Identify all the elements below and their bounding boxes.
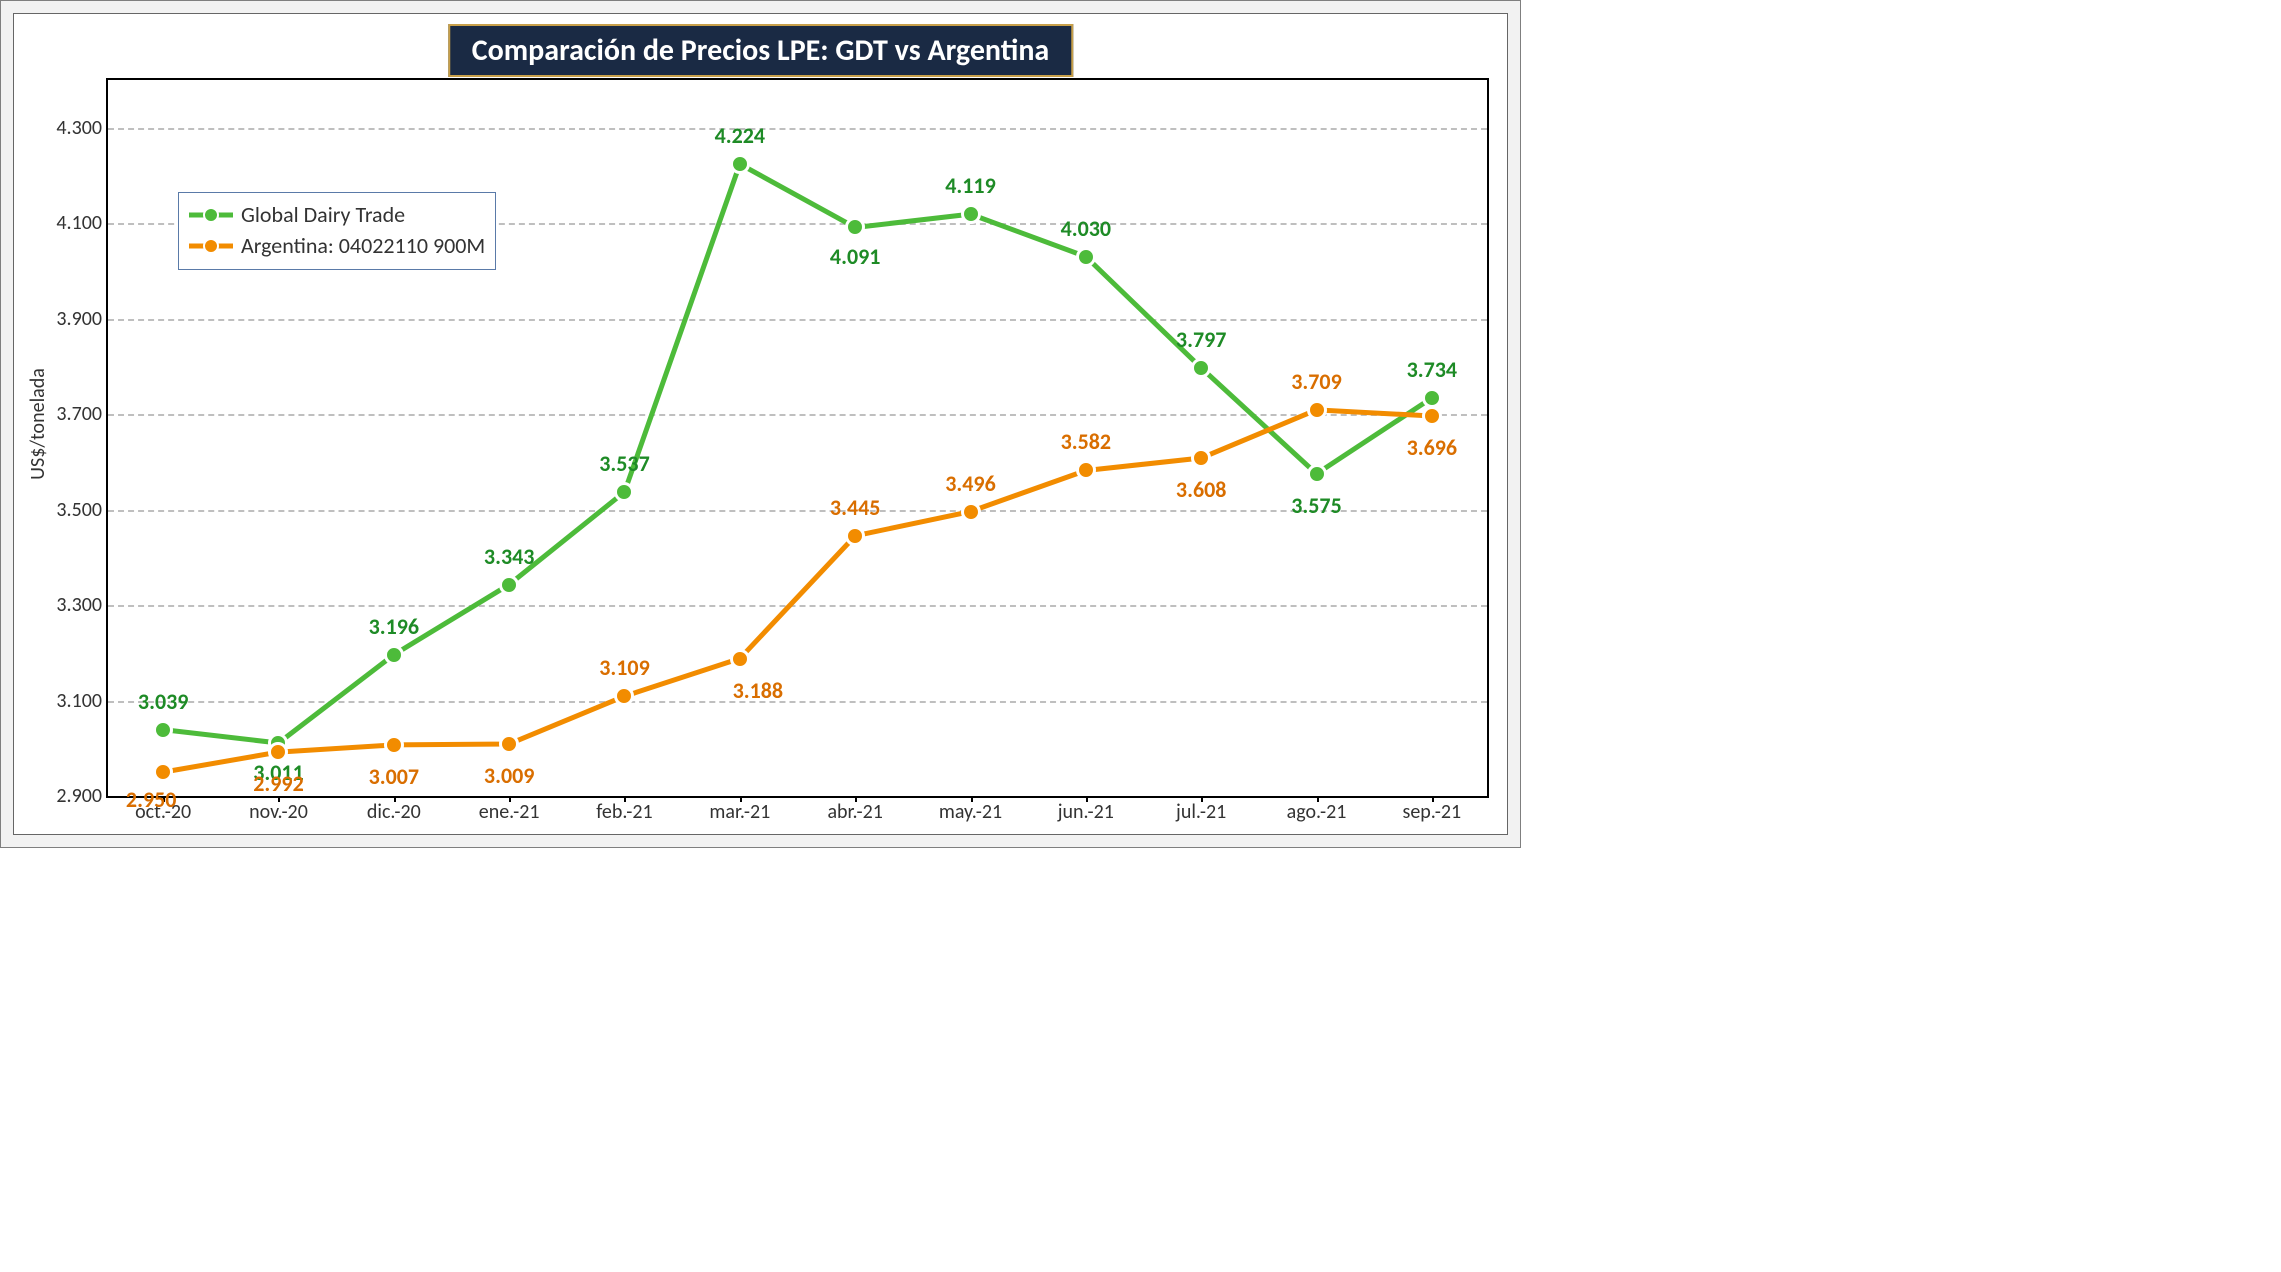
x-tick-label: may.-21	[939, 800, 1002, 824]
grid-line	[108, 701, 1487, 703]
data-label-arg: 3.608	[1176, 476, 1226, 503]
data-label-gdt: 3.039	[138, 688, 188, 715]
series-point-gdt	[845, 217, 865, 237]
legend: Global Dairy Trade Argentina: 04022110 90…	[178, 192, 496, 270]
series-point-arg	[499, 734, 519, 754]
data-label-arg: 3.109	[599, 654, 649, 681]
grid-line	[108, 414, 1487, 416]
series-point-arg	[1076, 460, 1096, 480]
series-point-arg	[1307, 400, 1327, 420]
series-point-gdt	[961, 204, 981, 224]
data-label-arg: 3.009	[484, 762, 534, 789]
data-label-gdt: 3.797	[1176, 326, 1226, 353]
data-label-gdt: 3.537	[599, 450, 649, 477]
data-label-gdt: 4.119	[945, 172, 995, 199]
y-tick-label: 3.500	[56, 498, 102, 522]
y-axis-label: US$/tonelada	[26, 368, 50, 480]
series-point-gdt	[614, 482, 634, 502]
series-svg	[108, 80, 1487, 796]
series-point-arg	[730, 649, 750, 669]
series-point-gdt	[153, 720, 173, 740]
series-point-arg	[384, 735, 404, 755]
data-label-arg: 3.188	[733, 677, 783, 704]
data-label-gdt: 4.091	[830, 243, 880, 270]
data-label-arg: 2.992	[253, 770, 303, 797]
data-label-gdt: 4.224	[715, 122, 765, 149]
series-point-arg	[1191, 448, 1211, 468]
x-tick-label: nov.-20	[249, 800, 308, 824]
series-point-gdt	[499, 575, 519, 595]
series-point-arg	[1422, 406, 1442, 426]
data-label-arg: 3.696	[1407, 434, 1457, 461]
x-tick-label: ago.-21	[1287, 800, 1347, 824]
series-point-gdt	[1422, 388, 1442, 408]
y-tick-label: 2.900	[56, 784, 102, 808]
x-tick-label: jun.-21	[1058, 800, 1114, 824]
y-tick-label: 3.900	[56, 307, 102, 331]
legend-item-gdt: Global Dairy Trade	[189, 199, 485, 230]
series-point-gdt	[1191, 358, 1211, 378]
x-tick-label: sep.-21	[1403, 800, 1462, 824]
y-tick-label: 3.100	[56, 689, 102, 713]
legend-swatch-gdt	[189, 207, 233, 223]
data-label-gdt: 4.030	[1061, 215, 1111, 242]
x-tick-label: ene.-21	[479, 800, 540, 824]
series-point-arg	[845, 526, 865, 546]
x-tick-label: mar.-21	[709, 800, 770, 824]
x-tick-label: jul.-21	[1176, 800, 1226, 824]
y-tick-label: 4.100	[56, 211, 102, 235]
legend-item-arg: Argentina: 04022110 900M	[189, 230, 485, 261]
x-tick-label: feb.-21	[596, 800, 652, 824]
data-label-gdt: 3.575	[1291, 492, 1341, 519]
y-tick-label: 4.300	[56, 116, 102, 140]
x-tick-label: abr.-21	[827, 800, 882, 824]
legend-label: Argentina: 04022110 900M	[241, 232, 485, 259]
data-label-arg: 3.496	[945, 470, 995, 497]
data-label-gdt: 3.196	[369, 613, 419, 640]
plot-area: 2.9003.1003.3003.5003.7003.9004.1004.300…	[106, 78, 1489, 798]
data-label-arg: 3.007	[369, 763, 419, 790]
data-label-arg: 3.582	[1061, 428, 1111, 455]
grid-line	[108, 319, 1487, 321]
grid-line	[108, 510, 1487, 512]
series-point-gdt	[384, 645, 404, 665]
series-point-arg	[961, 502, 981, 522]
grid-line	[108, 605, 1487, 607]
chart-panel: Comparación de Precios LPE: GDT vs Argen…	[13, 13, 1508, 835]
x-tick-label: dic.-20	[367, 800, 421, 824]
series-point-gdt	[1076, 247, 1096, 267]
data-label-arg: 2.950	[126, 786, 176, 813]
y-tick-label: 3.300	[56, 593, 102, 617]
grid-line	[108, 128, 1487, 130]
series-point-gdt	[730, 154, 750, 174]
series-point-arg	[614, 686, 634, 706]
legend-swatch-arg	[189, 238, 233, 254]
data-label-arg: 3.709	[1291, 368, 1341, 395]
chart-outer-frame: Comparación de Precios LPE: GDT vs Argen…	[0, 0, 1521, 848]
data-label-gdt: 3.343	[484, 543, 534, 570]
data-label-gdt: 3.734	[1407, 356, 1457, 383]
series-point-gdt	[1307, 464, 1327, 484]
chart-title: Comparación de Precios LPE: GDT vs Argen…	[448, 24, 1073, 77]
y-tick-label: 3.700	[56, 402, 102, 426]
legend-label: Global Dairy Trade	[241, 201, 405, 228]
data-label-arg: 3.445	[830, 494, 880, 521]
series-point-arg	[153, 762, 173, 782]
series-line-arg	[163, 410, 1432, 772]
